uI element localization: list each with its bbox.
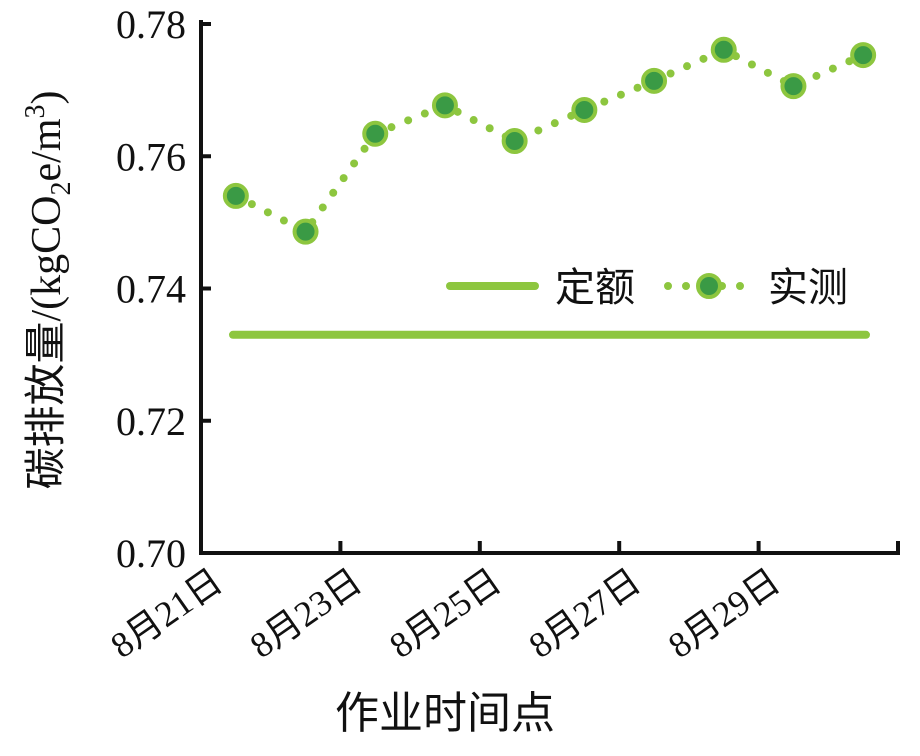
data-point-measured (571, 96, 598, 123)
data-point-measured (431, 92, 458, 119)
series-line-measured (231, 45, 868, 237)
data-point-measured (850, 42, 877, 69)
legend-label-quota: 定额 (555, 265, 635, 310)
data-point-measured (362, 120, 389, 147)
legend-label-measured: 实测 (768, 265, 848, 310)
y-tick-label: 0.76 (116, 134, 186, 179)
data-point-measured (222, 182, 249, 209)
data-point-measured (501, 128, 528, 155)
x-tick-label: 8月29日 (661, 561, 787, 666)
x-tick-label: 8月23日 (243, 561, 369, 666)
y-tick-label: 0.72 (116, 399, 186, 444)
y-tick-label: 0.70 (116, 531, 186, 576)
y-tick-label: 0.78 (116, 2, 186, 47)
data-point-measured (780, 73, 807, 100)
x-axis-title: 作业时间点 (335, 689, 555, 738)
data-point-measured (641, 67, 668, 94)
x-tick-label: 8月21日 (103, 561, 229, 666)
legend: 定额 实测 (446, 265, 848, 310)
legend-swatch-measured (664, 273, 754, 299)
x-tick-label: 8月27日 (522, 561, 648, 666)
legend-marker-measured (696, 273, 722, 299)
x-tick-label: 8月25日 (382, 561, 508, 666)
y-axis-title: 碳排放量/(kgCO2e/m3) (20, 91, 77, 490)
data-point-measured (710, 36, 737, 63)
y-tick-label: 0.74 (116, 267, 186, 312)
series-layer (222, 36, 877, 339)
data-point-measured (292, 218, 319, 245)
